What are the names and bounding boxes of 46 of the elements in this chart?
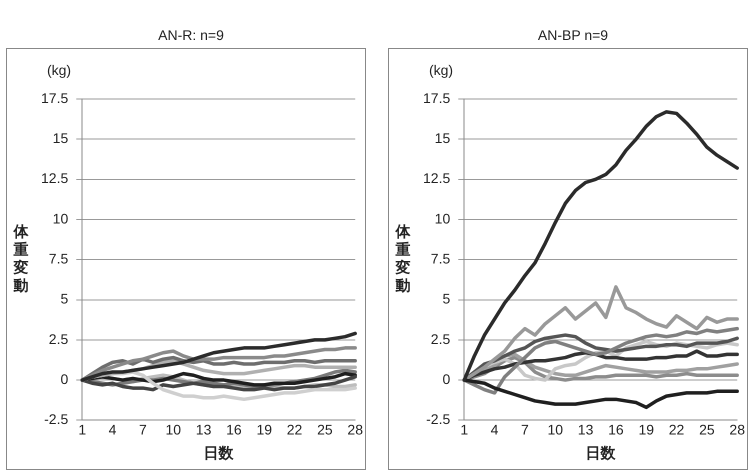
x-tick-label: 22 — [286, 421, 303, 438]
y-tick-label: 17.5 — [41, 90, 68, 106]
x-tick-label: 25 — [317, 421, 333, 438]
y-tick-label: -2.5 — [426, 411, 450, 428]
y-axis-title: 体重変動 — [12, 222, 30, 294]
x-tick-label: 13 — [196, 421, 212, 438]
y-tick-label: -2.5 — [44, 411, 68, 428]
x-tick-label: 28 — [729, 421, 746, 438]
text: (kg) — [428, 62, 454, 78]
y-tick-label: 10 — [52, 210, 68, 226]
x-tick-label: 1 — [78, 421, 86, 438]
x-axis-title: 日数 — [204, 444, 235, 462]
y-tick-label: 10 — [434, 210, 450, 226]
x-tick-label: 28 — [347, 421, 364, 438]
y-tick-label: 5 — [60, 290, 68, 307]
x-tick-label: 4 — [108, 421, 117, 438]
y-tick-label: 5 — [442, 290, 450, 307]
x-tick-label: 1 — [460, 421, 468, 438]
x-tick-label: 19 — [638, 421, 654, 438]
x-tick-label: 16 — [226, 421, 242, 438]
y-tick-label: 17.5 — [423, 90, 450, 106]
x-tick-label: 13 — [578, 421, 594, 438]
y-tick-label: 15 — [434, 130, 450, 146]
x-tick-label: 10 — [165, 421, 182, 438]
x-tick-label: 16 — [608, 421, 624, 438]
x-tick-label: 22 — [668, 421, 685, 438]
chart-title: AN-BP n=9 — [536, 26, 610, 45]
y-tick-label: 7.5 — [430, 250, 450, 266]
y-tick-label: 0 — [442, 370, 450, 387]
y-tick-label: 12.5 — [41, 170, 68, 186]
chart-title: AN-R: n=9 — [157, 26, 225, 45]
x-tick-label: 10 — [547, 421, 564, 438]
y-tick-label: 12.5 — [423, 170, 450, 186]
y-tick-label: 15 — [52, 130, 68, 146]
x-tick-label: 25 — [699, 421, 715, 438]
y-axis-title: 体重変動 — [394, 222, 412, 294]
x-tick-label: 19 — [256, 421, 272, 438]
text: (kg) — [46, 62, 72, 78]
x-axis-title: 日数 — [586, 444, 617, 462]
y-tick-label: 2.5 — [48, 330, 68, 347]
y-tick-label: 0 — [60, 370, 68, 387]
x-tick-label: 7 — [139, 421, 148, 438]
x-tick-label: 7 — [521, 421, 530, 438]
x-tick-label: 4 — [490, 421, 499, 438]
y-tick-label: 2.5 — [430, 330, 450, 347]
y-tick-label: 7.5 — [48, 250, 68, 266]
